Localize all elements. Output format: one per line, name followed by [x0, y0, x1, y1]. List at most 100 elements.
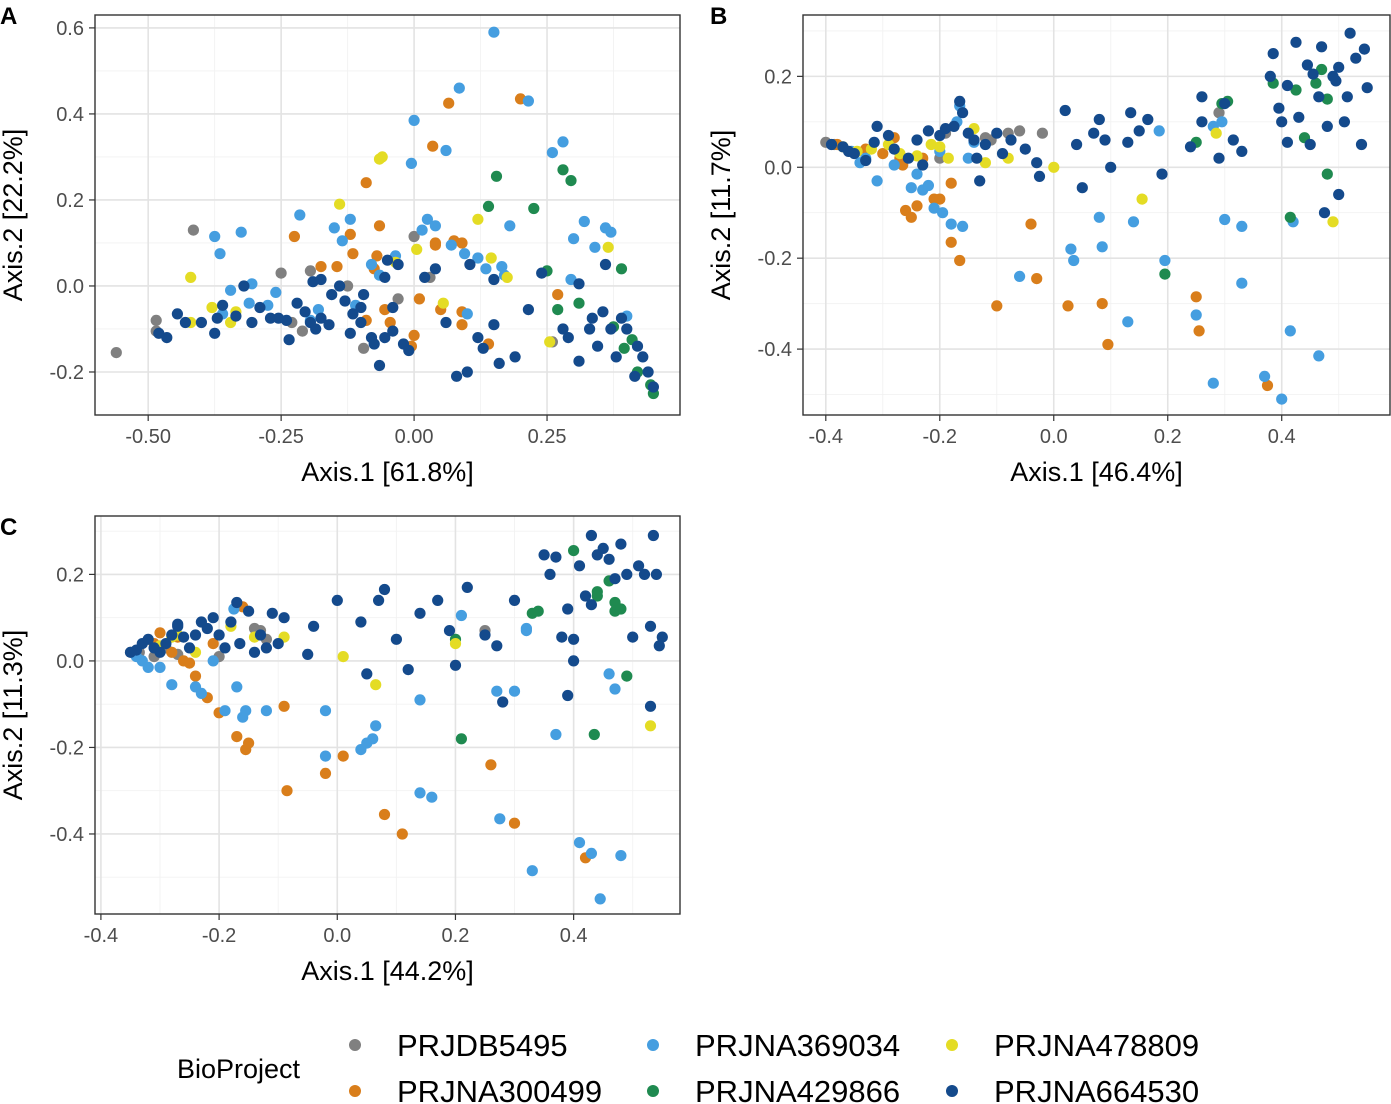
point-prjna664530 [225, 616, 237, 628]
point-prjna664530 [171, 308, 183, 320]
point-prjna664530 [154, 646, 166, 658]
point-prjna429866 [482, 200, 495, 212]
point-prjna478809 [449, 638, 462, 650]
point-prjna369034 [336, 235, 348, 247]
point-prjna664530 [1361, 82, 1373, 94]
point-prjna664530 [315, 273, 327, 286]
point-prjna664530 [464, 258, 476, 271]
point-prjna664530 [544, 568, 556, 581]
legend-label-prjna300499: PRJNA300499 [397, 1074, 602, 1104]
point-prjna300499 [378, 808, 391, 821]
point-prjna300499 [189, 670, 202, 682]
y-tick-label: 0.2 [764, 66, 792, 88]
point-prjna300499 [183, 657, 196, 669]
point-prjna664530 [373, 594, 385, 607]
point-prjna664530 [647, 381, 660, 393]
point-prjna369034 [154, 661, 166, 674]
point-prjna664530 [1333, 188, 1345, 201]
point-prjna369034 [911, 168, 923, 180]
point-prjna300499 [456, 319, 468, 331]
point-prjna664530 [1071, 138, 1083, 151]
legend-label-prjna429866: PRJNA429866 [695, 1074, 900, 1104]
x-tick-label: -0.50 [125, 426, 171, 448]
point-prjna300499 [1031, 273, 1043, 285]
y-tick-label: -0.4 [758, 339, 792, 361]
point-prjna664530 [1031, 157, 1043, 169]
point-prjna664530 [562, 689, 574, 702]
point-prjna664530 [1338, 116, 1350, 128]
point-prjna429866 [615, 263, 628, 275]
point-prjna664530 [315, 312, 327, 324]
x-axis-title: Axis.1 [46.4%] [1010, 457, 1183, 487]
point-prjna369034 [440, 144, 452, 157]
point-prjna300499 [231, 731, 243, 743]
point-prjna429866 [1310, 77, 1322, 89]
point-prjna369034 [609, 683, 621, 695]
y-tick-label: 0.0 [56, 276, 84, 298]
point-prjna664530 [621, 323, 633, 335]
point-prjna664530 [562, 603, 574, 615]
point-prjna664530 [1313, 91, 1325, 103]
point-prjna664530 [432, 594, 444, 607]
point-prjdb5495 [1213, 107, 1225, 119]
point-prjna300499 [485, 759, 497, 771]
point-prjna429866 [557, 164, 569, 176]
point-prjna664530 [650, 568, 663, 581]
point-prjna369034 [421, 213, 433, 225]
point-prjna369034 [214, 248, 226, 260]
point-prjna664530 [254, 629, 267, 641]
point-prjna664530 [379, 271, 391, 283]
point-prjna664530 [246, 316, 258, 329]
point-prjna664530 [334, 280, 346, 292]
point-prjna664530 [991, 127, 1003, 139]
point-prjna664530 [378, 583, 391, 596]
panel-letter: B [710, 3, 727, 30]
point-prjna478809 [644, 720, 657, 732]
point-prjna300499 [456, 237, 468, 249]
point-prjna664530 [888, 143, 900, 155]
point-prjna664530 [1122, 136, 1134, 148]
point-prjna664530 [231, 596, 243, 609]
point-prjna429866 [1316, 63, 1328, 76]
point-prjna478809 [485, 252, 497, 264]
point-prjna664530 [178, 631, 190, 643]
panel-border [94, 14, 681, 416]
point-prjna369034 [225, 284, 237, 296]
y-tick-label: -0.2 [50, 737, 84, 759]
point-prjna369034 [455, 609, 467, 622]
point-prjna369034 [270, 286, 282, 298]
point-prjna369034 [416, 224, 428, 236]
point-prjna369034 [445, 239, 457, 251]
point-prjna664530 [248, 646, 261, 658]
point-prjna664530 [1281, 136, 1293, 148]
point-prjna300499 [337, 750, 349, 762]
point-prjna664530 [280, 314, 293, 326]
point-prjna369034 [1127, 216, 1140, 228]
point-prjna664530 [161, 332, 173, 344]
point-prjna369034 [166, 679, 178, 691]
point-prjna664530 [479, 629, 491, 641]
point-prjna664530 [402, 664, 414, 676]
point-prjna664530 [373, 359, 386, 372]
point-prjna664530 [825, 138, 838, 151]
point-prjna664530 [538, 549, 550, 561]
y-tick-label: 0.0 [56, 651, 84, 673]
point-prjna369034 [231, 681, 243, 693]
point-prjna664530 [1196, 91, 1208, 103]
point-prjna664530 [302, 648, 314, 661]
point-prjna429866 [532, 605, 544, 617]
point-prjna429866 [1321, 168, 1333, 180]
point-prjna478809 [370, 679, 382, 691]
point-prjna664530 [461, 366, 473, 378]
point-prjna300499 [347, 248, 359, 260]
point-prjna300499 [331, 261, 343, 273]
point-prjna369034 [367, 733, 379, 745]
point-prjna300499 [278, 700, 290, 712]
panel-c: -0.4 -0.2 0.0 0.2 0.4 -0.4 -0.2 0.0 0.2 Axis.1 [4… [0, 514, 681, 986]
point-prjna664530 [1142, 113, 1154, 126]
point-prjna369034 [550, 728, 562, 741]
point-prjna369034 [453, 82, 465, 94]
point-prjna429866 [591, 590, 603, 602]
point-prjna369034 [240, 705, 252, 717]
x-tick-label: -0.4 [809, 426, 843, 448]
